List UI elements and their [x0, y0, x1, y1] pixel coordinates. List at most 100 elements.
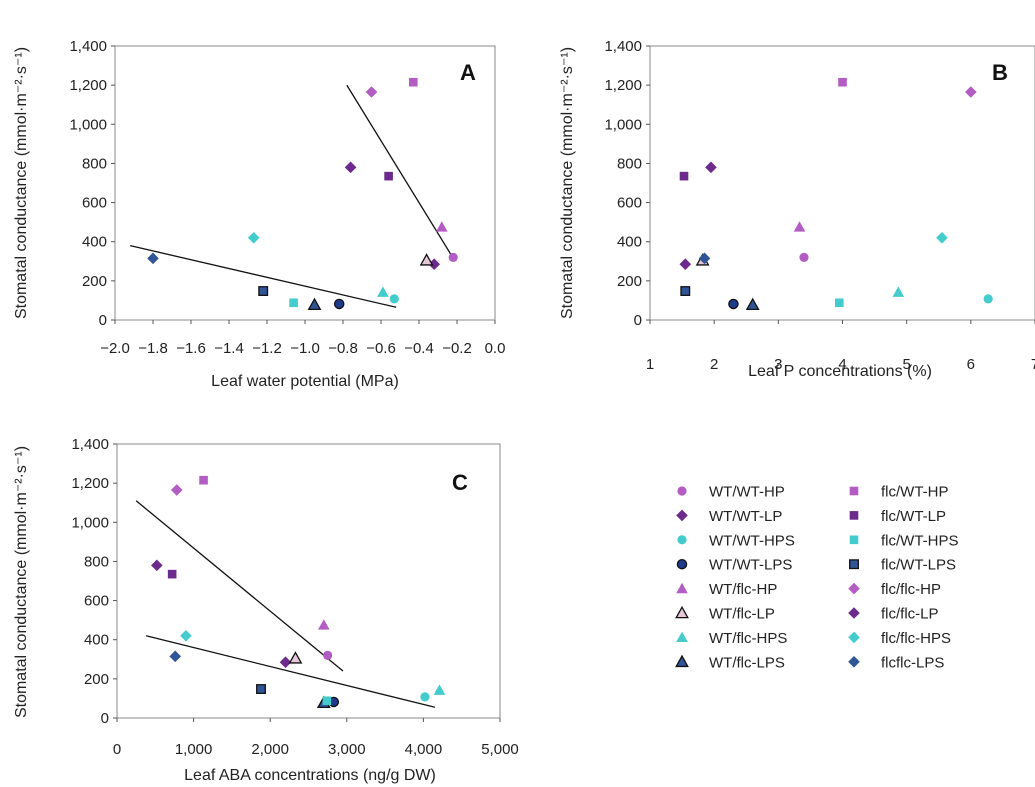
panel-a-xlabel: Leaf water potential (MPa)	[211, 373, 399, 390]
legend-marker	[676, 631, 688, 643]
legend-item: flc/flc-LP	[848, 606, 939, 623]
panel-a-xtick-label: −2.0	[100, 340, 130, 357]
legend-marker	[849, 559, 859, 570]
panel-b-point	[965, 86, 977, 98]
panel-c-point	[256, 684, 266, 694]
legend-item: WT/WT-LPS	[676, 557, 792, 574]
legend-item: flc/WT-LPS	[849, 557, 956, 574]
panel-a-ytick-label: 600	[82, 195, 107, 212]
panel-c-point	[420, 692, 430, 702]
panel-a-xtick-label: −1.8	[138, 340, 168, 357]
panel-b-xlabel: Leaf P concentrations (%)	[748, 363, 932, 380]
panel-b-xtick-label: 2	[710, 356, 718, 373]
legend-marker	[848, 631, 860, 644]
panel-a-point	[258, 286, 269, 296]
panel-a-xtick-label: −1.6	[176, 340, 206, 357]
legend-label: flc/WT-LP	[881, 508, 946, 525]
panel-c-ytick-label: 1,400	[71, 436, 109, 453]
panel-a-chart: −2.0 −1.8 −1.6 −1.4 −1.2 −1.0 −0.8 −0.6 −0.4 −0.2…	[13, 38, 505, 390]
legend-label: WT/flc-LP	[709, 606, 775, 623]
legend-item: flc/WT-HP	[849, 484, 949, 501]
legend-marker	[676, 582, 688, 594]
panel-b-point	[679, 258, 692, 271]
panel-c-point	[180, 630, 192, 642]
panel-c-point	[151, 559, 163, 572]
legend-marker	[677, 535, 687, 545]
panel-b-ytick-label: 1,400	[604, 38, 642, 55]
legend-label: WT/WT-LPS	[709, 557, 792, 574]
panel-a-point	[389, 294, 399, 304]
panel-a-xtick-label: 0.0	[485, 340, 506, 357]
legend-label: flcflc-LPS	[881, 654, 944, 671]
panel-b-xtick-label: 5	[902, 356, 910, 373]
panel-b-point	[793, 221, 806, 232]
panel-a-ytick-label: 0	[99, 312, 107, 329]
panel-c-xtick-label: 4,000	[405, 741, 443, 758]
panel-b-ytick-label: 200	[617, 273, 642, 290]
panel-c-ytick-label: 1,200	[71, 475, 109, 492]
panel-b-point	[679, 171, 689, 181]
panel-a-label: A	[460, 60, 476, 85]
panel-c-chart: 0 1,000 2,000 3,000 4,000 5,000 0 200 400 600 800 1…	[13, 436, 519, 784]
legend-item: flcflc-LPS	[848, 654, 944, 671]
legend-label: WT/flc-HPS	[709, 630, 787, 647]
panel-c-point	[318, 619, 330, 630]
panel-a-point	[448, 252, 458, 262]
legend-marker	[849, 486, 859, 496]
panel-b-ytick-label: 800	[617, 155, 642, 172]
panel-b-point	[705, 161, 717, 174]
panel-a-point	[147, 252, 159, 265]
panel-c-xtick-label: 0	[113, 741, 121, 758]
panel-a-ytick-label: 400	[82, 234, 107, 251]
legend-label: flc/WT-HPS	[881, 532, 959, 549]
panel-b-point	[983, 294, 993, 304]
legend-label: WT/WT-LP	[709, 508, 782, 525]
panel-c-point	[167, 569, 177, 579]
panel-c-ytick-label: 1,000	[71, 514, 109, 531]
legend-item: WT/flc-HP	[676, 581, 777, 598]
panel-a-ytick-label: 200	[82, 273, 107, 290]
panel-b-point	[892, 286, 905, 297]
legend-marker	[848, 656, 860, 668]
panel-a-point	[419, 253, 434, 266]
panel-c-ylabel: Stomatal conductance (mmol·m⁻²·s⁻¹)	[13, 446, 30, 718]
panel-b-ytick-label: 600	[617, 195, 642, 212]
legend-item: flc/flc-HPS	[848, 630, 951, 647]
legend-marker	[677, 486, 687, 496]
panel-b-point	[936, 232, 948, 244]
legend-label: WT/WT-HP	[709, 484, 785, 501]
panel-a-point	[307, 297, 322, 311]
panel-a-point	[377, 286, 389, 297]
panel-b-chart: 1 2 3 4 5 6 7 0 200 400 600 800 1,000 1,200 1,400 B Le…	[559, 38, 1035, 380]
panel-c-ytick-label: 200	[84, 671, 109, 688]
panel-a-point	[365, 86, 378, 98]
panel-c-point	[433, 684, 446, 695]
legend: WT/WT-HP WT/WT-LP WT/WT-HPS WT/WT-LPS WT/flc…	[675, 484, 959, 671]
legend-item: WT/WT-HPS	[677, 532, 795, 549]
panel-b-plot-area	[649, 45, 1035, 321]
panel-a-point	[436, 221, 448, 232]
legend-item: flc/WT-HPS	[849, 532, 959, 549]
legend-item: WT/flc-LPS	[675, 654, 785, 671]
panel-a-point	[428, 258, 440, 271]
panel-b-point	[745, 297, 760, 311]
panel-b-ytick-label: 1,200	[604, 77, 642, 94]
panel-b-point	[834, 298, 844, 308]
panel-a-ytick-label: 1,200	[69, 77, 107, 94]
panel-b-label: B	[992, 60, 1008, 85]
panel-b-ytick-label: 400	[617, 234, 642, 251]
panel-a-ylabel: Stomatal conductance (mmol·m⁻²·s⁻¹)	[13, 47, 30, 319]
panel-b-ylabel: Stomatal conductance (mmol·m⁻²·s⁻¹)	[559, 47, 576, 319]
legend-label: flc/flc-HPS	[881, 630, 951, 647]
legend-label: flc/WT-LPS	[881, 557, 956, 574]
legend-label: flc/WT-HP	[881, 484, 949, 501]
panel-a-ytick-label: 1,400	[69, 38, 107, 55]
panel-a-xtick-label: −1.0	[290, 340, 320, 357]
legend-item: flc/WT-LP	[849, 508, 946, 525]
panel-a-point	[409, 77, 418, 87]
panel-b-ytick-label: 0	[634, 312, 642, 329]
legend-item: WT/flc-HPS	[676, 630, 787, 647]
panel-c-label: C	[452, 470, 468, 495]
panel-a-xtick-label: −0.4	[404, 340, 434, 357]
